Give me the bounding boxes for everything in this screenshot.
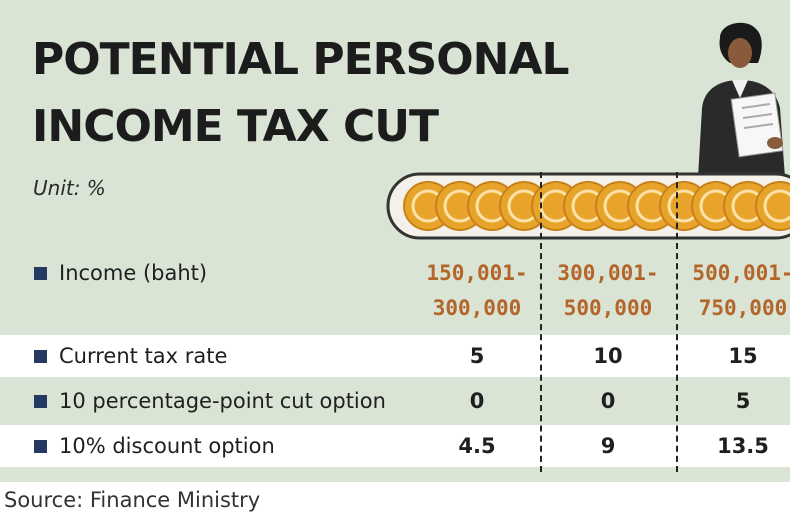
person-with-document-icon	[698, 22, 785, 178]
column-header-2-top: 300,001-	[557, 261, 659, 285]
row-band-1	[0, 335, 790, 377]
column-header-1: 150,001- 300,000	[412, 256, 542, 326]
infographic: POTENTIAL PERSONAL INCOME TAX CUT Unit: …	[0, 0, 790, 482]
column-header-3-top: 500,001-	[692, 261, 790, 285]
cell-r1-c3: 15	[728, 344, 758, 368]
row-label-3: 10% discount option	[34, 425, 275, 467]
bullet-square	[34, 439, 47, 453]
row-label-1: Current tax rate	[34, 335, 227, 377]
row-3-label: 10% discount option	[59, 434, 275, 458]
bullet-square	[34, 266, 47, 280]
row-band-3	[0, 425, 790, 467]
cell-r1-c1: 5	[469, 344, 485, 368]
cell-r3-c3: 13.5	[717, 434, 769, 458]
income-header-label: Income (baht)	[59, 261, 208, 285]
column-divider-2	[676, 172, 678, 472]
column-header-3: 500,001- 750,000	[678, 256, 790, 326]
title-line-2: INCOME TAX CUT	[32, 101, 439, 152]
column-header-3-bottom: 750,000	[698, 296, 788, 320]
coin-ring	[763, 189, 790, 223]
unit-label: Unit: %	[33, 176, 106, 200]
row-2-label: 10 percentage-point cut option	[59, 389, 386, 413]
coin-row-icon	[386, 172, 790, 240]
row-label-2: 10 percentage-point cut option	[34, 380, 386, 422]
cell-r2-c3: 5	[735, 389, 751, 413]
column-divider-1	[540, 172, 542, 472]
column-header-1-bottom: 300,000	[432, 296, 522, 320]
column-header-2: 300,001- 500,000	[543, 256, 673, 326]
bullet-square	[34, 349, 47, 363]
cell-r2-c1: 0	[469, 389, 485, 413]
row-1-label: Current tax rate	[59, 344, 228, 368]
source-note: Source: Finance Ministry	[4, 488, 261, 512]
column-header-2-bottom: 500,000	[563, 296, 653, 320]
header-label-row: Income (baht)	[34, 252, 207, 294]
bullet-square	[34, 394, 47, 408]
cell-r2-c2: 0	[600, 389, 616, 413]
cell-r3-c1: 4.5	[458, 434, 496, 458]
title-line-1: POTENTIAL PERSONAL	[32, 34, 570, 85]
cell-r3-c2: 9	[600, 434, 616, 458]
coin-icon	[755, 181, 790, 231]
cell-r1-c2: 10	[593, 344, 623, 368]
column-header-1-top: 150,001-	[426, 261, 528, 285]
